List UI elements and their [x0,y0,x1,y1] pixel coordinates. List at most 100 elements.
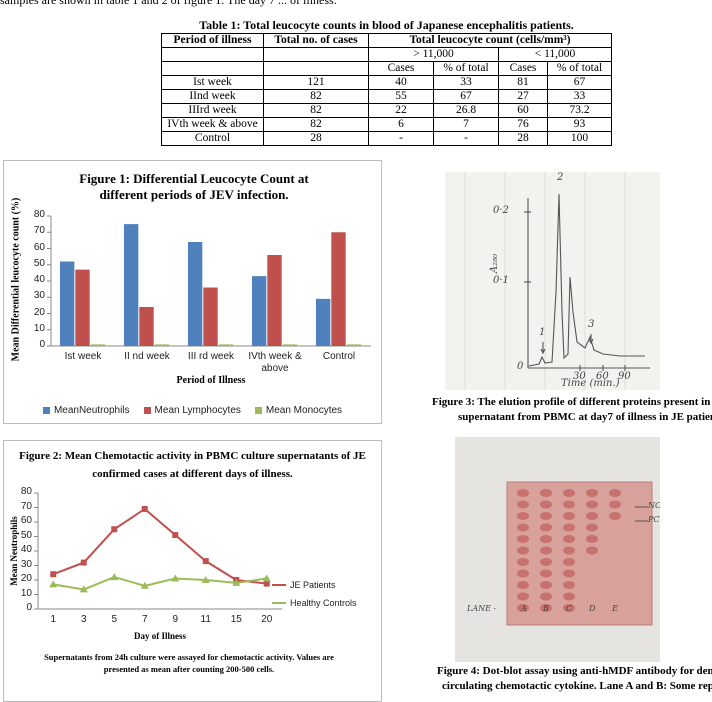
blot-dot [563,523,575,532]
legend-swatch [272,584,286,586]
blot-dot [563,604,575,612]
table-header-row: > 11,000 < 11,000 [161,47,612,62]
table-cell: 28 [498,131,548,146]
blot-dot [563,581,575,589]
y-tick-label: 0 [39,339,45,350]
x-tick-label: 11 [200,614,211,625]
y-tick-label: 80 [20,486,32,497]
elution-drawing [464,172,650,390]
table-cell: 93 [547,117,612,132]
table-cell: 27 [498,89,548,104]
table-cell: - [433,131,499,146]
marker [111,526,118,533]
handwritten-label: 2 [557,172,564,183]
figure-4-image: NC PC LANE - A B C D E [455,437,660,662]
bar [346,344,362,346]
table-title: Table 1: Total leucocyte counts in blood… [199,18,574,32]
blot-dot [517,592,529,601]
x-tick-label: Control [322,351,356,362]
handwritten-label: Time (min.) [561,378,620,389]
table-cell: IIIrd week [161,103,264,118]
blot-dot [563,489,575,497]
x-axis-label: Day of Illness [133,631,186,641]
table-header: Total no. of cases [263,33,369,48]
table-cell: Ist week [161,75,264,90]
figure-3-caption: Figure 3: The elution profile of differe… [432,396,712,430]
chart-plot [47,215,371,347]
y-tick-label: 0 [26,602,32,613]
marker [201,576,210,583]
legend-label: Mean Monocytes [265,405,343,416]
blot-label: E [612,604,618,613]
table-cell: 6 [368,117,434,132]
chart-plot [34,492,282,610]
legend-item: Healthy Controls [272,598,357,608]
marker [79,585,88,593]
x-tick-label: 20 [261,614,273,625]
blot-dot [540,500,552,509]
y-tick-label: 40 [33,274,45,285]
handwritten-label: 0·1 [493,275,509,286]
table-cell: IVth week & above [161,117,264,132]
marker [202,558,209,565]
blot-dot [609,489,621,497]
blot-dot [563,592,575,601]
x-tick-label: 7 [141,614,148,625]
blot-dot [517,546,529,555]
legend-item: Mean Lymphocytes [143,405,241,416]
table-subheader: % of total [547,61,612,76]
line [53,576,267,591]
chart-title: Figure 1: Differential Leucocyte Count a… [79,171,309,202]
marker [49,580,58,588]
blot-label: NC [648,501,660,510]
blot-dot [540,546,552,555]
marker [232,578,241,586]
bar [187,242,203,346]
blot-dot [586,512,598,520]
y-tick-label: 60 [33,241,45,253]
y-tick-label: 50 [20,529,32,541]
blot-dot [540,604,552,612]
blot-dot [563,569,575,578]
table-cell: - [368,131,434,146]
table-row: Control 28- -28 100 [161,131,612,146]
y-tick-label: 50 [33,257,45,269]
marker [172,532,179,539]
blot-dot [563,500,575,509]
y-tick-label: 80 [33,209,45,220]
caption-line: supernatant from PBMC at day7 of illness… [458,411,712,423]
blot-label: LANE - [467,604,497,613]
blot-dot [586,500,598,509]
caption-line: Figure 4: Dot-blot assay using anti-hMDF… [437,665,712,677]
bar [59,261,75,346]
blot-dot [586,523,598,532]
table-row: Ist week 121 40 33 81 67 [161,75,612,90]
handwritten-label: 0 [517,361,524,372]
table-cell: IInd week [161,89,264,104]
table-group: < 11,000 [498,47,612,62]
blot-label: PC [648,515,660,524]
table: Period of illness Total no. of cases Tot… [161,33,612,146]
bar [90,344,106,346]
x-tick-label: 1 [50,614,57,625]
marker [262,574,271,582]
blot-dot [540,558,552,566]
figure-4-caption: Figure 4: Dot-blot assay using anti-hMDF… [437,665,712,694]
y-tick-label: 40 [20,544,32,555]
bar [315,298,331,346]
table-header: Period of illness [161,33,264,48]
bar [267,255,282,346]
x-tick-label: III rd week [187,351,235,362]
marker [171,574,180,582]
blot-dot [517,604,529,612]
legend-label: Mean Lymphocytes [154,405,241,416]
handwritten-label: 30 [573,371,586,382]
table-cell: 22 [368,103,434,118]
blot-dot [517,581,529,589]
figure-1: Figure 1: Differential Leucocyte Count a… [3,160,382,424]
intro-text: samples are shown in table 1 and 2 of fi… [0,0,337,7]
blot-dot [586,546,598,555]
blot-label: D [589,604,596,613]
table-header-row: Period of illness Total no. of cases Tot… [161,33,612,48]
